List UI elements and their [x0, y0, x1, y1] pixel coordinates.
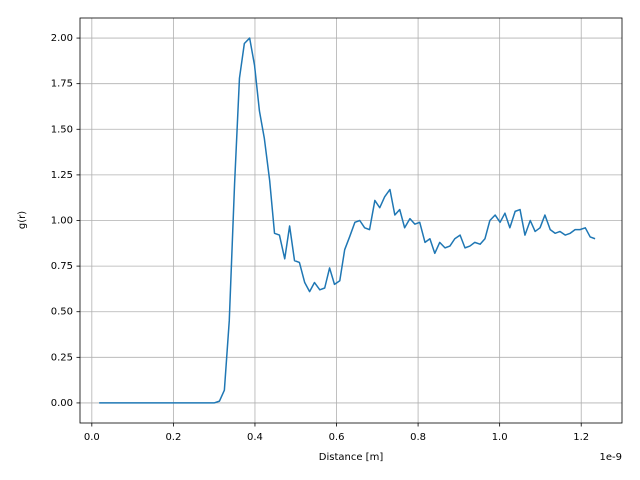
x-tick-label: 1.0: [492, 432, 508, 443]
x-offset-label: 1e-9: [600, 452, 623, 463]
x-tick-label: 0.2: [165, 432, 181, 443]
y-tick-label: 1.00: [51, 216, 73, 227]
y-tick-label: 1.50: [51, 124, 73, 135]
x-tick-label: 1.2: [573, 432, 589, 443]
y-axis-label: g(r): [17, 211, 28, 229]
x-tick-label: 0.0: [84, 432, 100, 443]
y-tick-label: 0.00: [51, 398, 73, 409]
y-tick-label: 1.75: [51, 79, 73, 90]
y-tick-label: 2.00: [51, 33, 73, 44]
y-tick-label: 0.25: [51, 352, 73, 363]
plot-frame: [79, 17, 623, 424]
x-tick-label: 0.8: [410, 432, 426, 443]
y-tick-label: 0.75: [51, 261, 73, 272]
data-line: [99, 37, 596, 404]
y-tick-label: 1.25: [51, 170, 73, 181]
x-tick-label: 0.4: [247, 432, 263, 443]
x-tick-label: 0.6: [329, 432, 345, 443]
y-tick-label: 0.50: [51, 307, 73, 318]
x-axis-label: Distance [m]: [319, 452, 384, 463]
